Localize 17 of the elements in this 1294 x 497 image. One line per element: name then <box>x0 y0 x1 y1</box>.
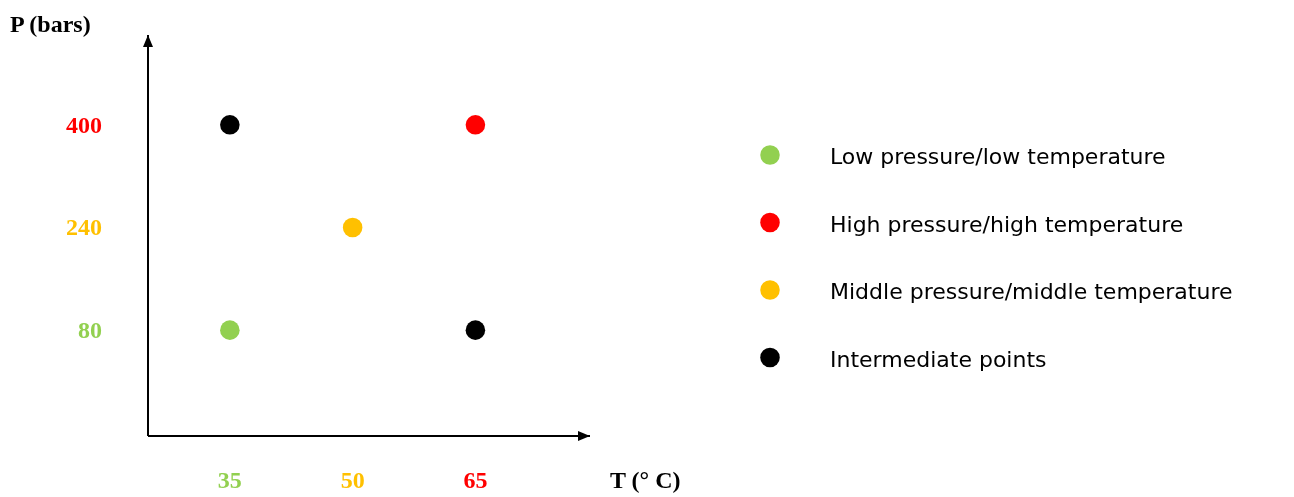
point <box>220 115 240 135</box>
x-tick-label: 35 <box>217 467 242 493</box>
point <box>465 115 486 135</box>
y-tick-label: 400 <box>66 111 102 138</box>
x-tick-label: 65 <box>463 467 488 493</box>
y-axis-title: P (bars) <box>10 11 91 37</box>
legend-label: Low pressure/low temperature <box>830 144 1166 169</box>
point <box>465 320 486 340</box>
x-tick-label: 50 <box>340 467 365 493</box>
legend-label: Intermediate points <box>830 346 1047 372</box>
point <box>342 217 363 238</box>
y-tick-label: 240 <box>66 214 102 241</box>
legend-label: High pressure/high temperature <box>830 211 1184 237</box>
legend-label: Middle pressure/middle temperature <box>830 279 1233 304</box>
y-tick-label: 80 <box>78 317 102 344</box>
x-axis-title: T (° C) <box>610 467 681 493</box>
point <box>220 320 240 340</box>
